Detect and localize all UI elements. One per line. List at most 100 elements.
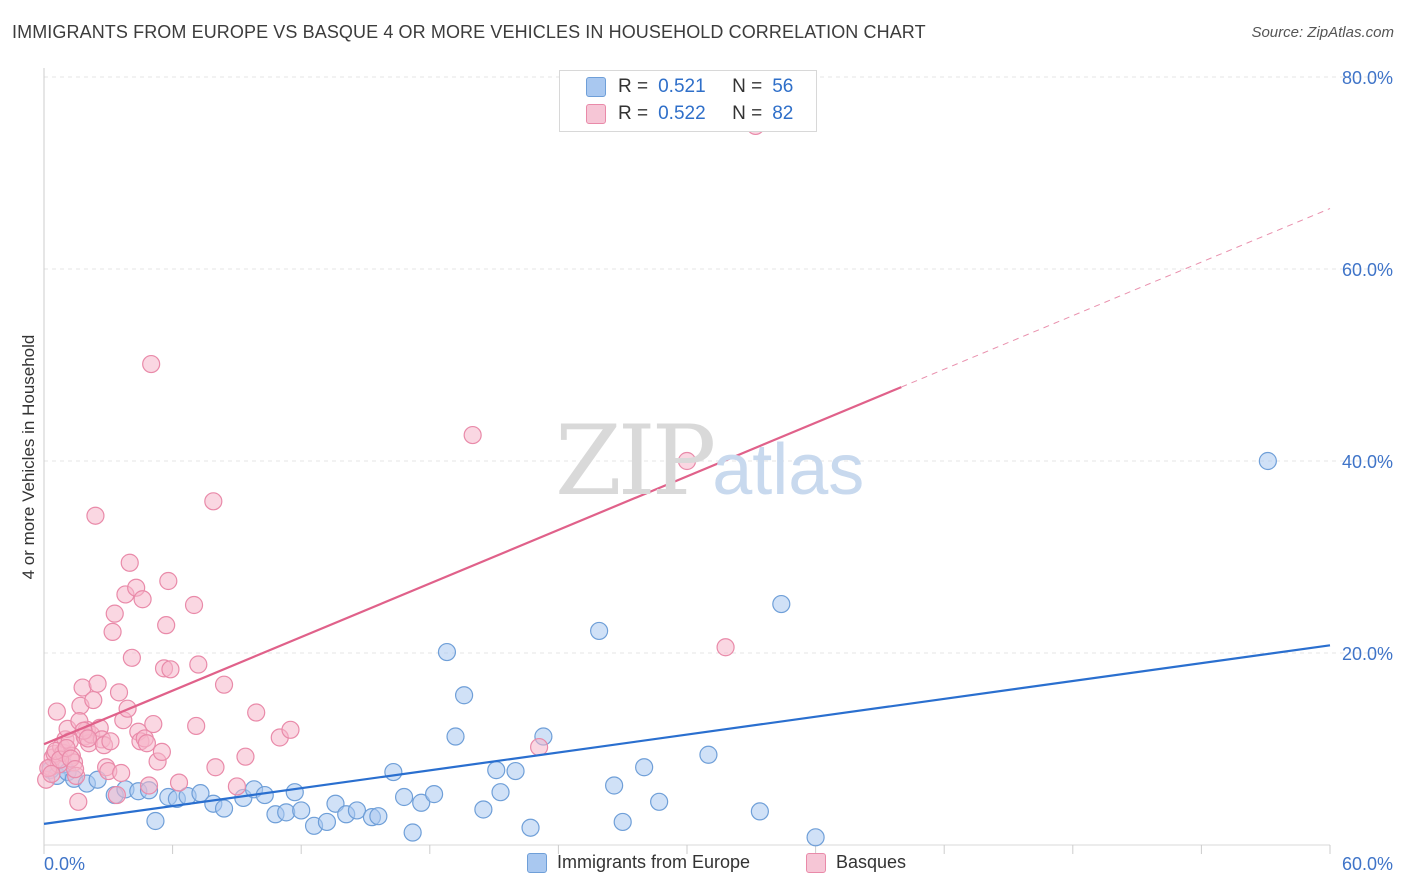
- trend-line-extension-basques: [901, 208, 1331, 388]
- data-point-basques: [169, 773, 189, 792]
- data-point-basques: [137, 734, 156, 753]
- data-point-basques: [463, 425, 482, 445]
- data-point-europe: [487, 761, 506, 780]
- data-point-basques: [189, 655, 208, 674]
- data-point-basques: [101, 732, 120, 751]
- legend-r-label: R =: [618, 103, 649, 124]
- data-point-europe: [403, 823, 422, 842]
- data-point-europe: [292, 801, 311, 820]
- data-point-basques: [86, 506, 105, 525]
- series-label-europe: Immigrants from Europe: [557, 852, 751, 872]
- data-point-basques: [716, 638, 735, 657]
- y-tick-label: 40.0%: [1342, 452, 1393, 472]
- data-point-basques: [152, 742, 171, 761]
- y-tick-label: 20.0%: [1342, 644, 1393, 664]
- data-point-europe: [446, 727, 465, 746]
- data-point-basques: [84, 690, 103, 710]
- data-point-basques: [65, 760, 85, 779]
- series-legend: Immigrants from Europe Basques: [0, 852, 1406, 878]
- data-point-basques: [214, 675, 234, 694]
- legend-n-label: N =: [732, 76, 763, 97]
- data-point-basques: [105, 604, 124, 623]
- data-point-basques: [204, 492, 223, 511]
- data-point-europe: [394, 787, 414, 807]
- series-legend-basques[interactable]: Basques: [806, 852, 906, 873]
- data-point-europe: [590, 621, 609, 641]
- y-tick-label: 80.0%: [1342, 68, 1393, 88]
- data-point-europe: [424, 785, 444, 804]
- data-point-europe: [317, 812, 337, 832]
- data-point-basques: [206, 758, 225, 777]
- legend-row-europe: R = 0.521 N = 56: [586, 76, 793, 98]
- series-swatch-basques: [806, 852, 826, 873]
- data-point-europe: [146, 811, 165, 831]
- data-point-basques: [247, 703, 266, 722]
- data-point-europe: [772, 594, 791, 614]
- data-point-europe: [347, 801, 367, 820]
- data-point-europe: [369, 807, 388, 826]
- trend-line-basques: [43, 386, 902, 746]
- data-point-basques: [78, 729, 98, 748]
- data-point-europe: [285, 783, 304, 802]
- data-point-europe: [650, 792, 669, 811]
- data-point-europe: [605, 776, 624, 795]
- legend-r-value-europe: 0.521: [658, 76, 706, 97]
- legend-row-basques: R = 0.522 N = 82: [586, 103, 793, 125]
- y-tick-label: 60.0%: [1342, 260, 1393, 280]
- data-point-basques: [157, 616, 176, 635]
- data-point-basques: [120, 553, 139, 572]
- data-point-europe: [214, 799, 234, 818]
- data-point-basques: [159, 571, 178, 591]
- legend-n-label: N =: [732, 103, 763, 124]
- legend-n-value-europe: 56: [772, 76, 794, 97]
- data-point-europe: [454, 686, 474, 705]
- data-point-basques: [184, 595, 204, 615]
- legend-r-label: R =: [618, 76, 649, 97]
- data-point-basques: [144, 714, 163, 734]
- data-point-basques: [187, 716, 206, 736]
- data-point-europe: [699, 745, 718, 764]
- trend-line-europe: [43, 644, 1331, 825]
- data-point-europe: [384, 762, 403, 782]
- data-point-basques: [161, 660, 180, 679]
- source-label: Source: ZipAtlas.com: [1251, 24, 1394, 41]
- data-point-basques: [227, 777, 246, 796]
- data-point-basques: [69, 792, 88, 811]
- data-point-basques: [88, 674, 107, 693]
- data-point-basques: [142, 354, 161, 374]
- chart-title: IMMIGRANTS FROM EUROPE VS BASQUE 4 OR MO…: [12, 22, 926, 42]
- data-point-europe: [806, 828, 825, 847]
- data-point-europe: [412, 793, 431, 812]
- legend-swatch-europe: [586, 77, 606, 97]
- data-point-basques: [530, 737, 549, 757]
- series-legend-europe[interactable]: Immigrants from Europe: [527, 852, 750, 873]
- data-point-europe: [437, 642, 457, 662]
- data-point-europe: [491, 783, 510, 802]
- data-point-basques: [236, 747, 255, 766]
- data-point-europe: [635, 758, 654, 777]
- data-point-europe: [506, 761, 525, 781]
- data-point-basques: [107, 785, 126, 805]
- legend-swatch-basques: [586, 104, 606, 124]
- data-point-europe: [277, 803, 296, 822]
- series-label-basques: Basques: [836, 852, 907, 872]
- data-point-basques: [677, 451, 697, 471]
- data-point-europe: [474, 800, 493, 819]
- data-point-basques: [122, 648, 141, 667]
- x-tick-label: 60.0%: [1342, 854, 1393, 874]
- correlation-legend: R = 0.521 N = 56 R = 0.522 N = 82: [559, 70, 817, 132]
- x-tick-label: 0.0%: [44, 854, 85, 874]
- data-point-basques: [281, 720, 300, 739]
- data-point-europe: [750, 802, 769, 821]
- data-point-basques: [103, 622, 122, 641]
- data-point-basques: [47, 702, 66, 721]
- series-swatch-europe: [527, 852, 547, 873]
- data-point-europe: [1258, 451, 1277, 471]
- legend-n-value-basques: 82: [772, 103, 794, 124]
- data-point-basques: [112, 763, 131, 783]
- data-point-basques: [139, 776, 159, 795]
- data-point-basques: [133, 590, 152, 609]
- data-point-europe: [613, 812, 632, 832]
- data-point-basques: [109, 683, 129, 702]
